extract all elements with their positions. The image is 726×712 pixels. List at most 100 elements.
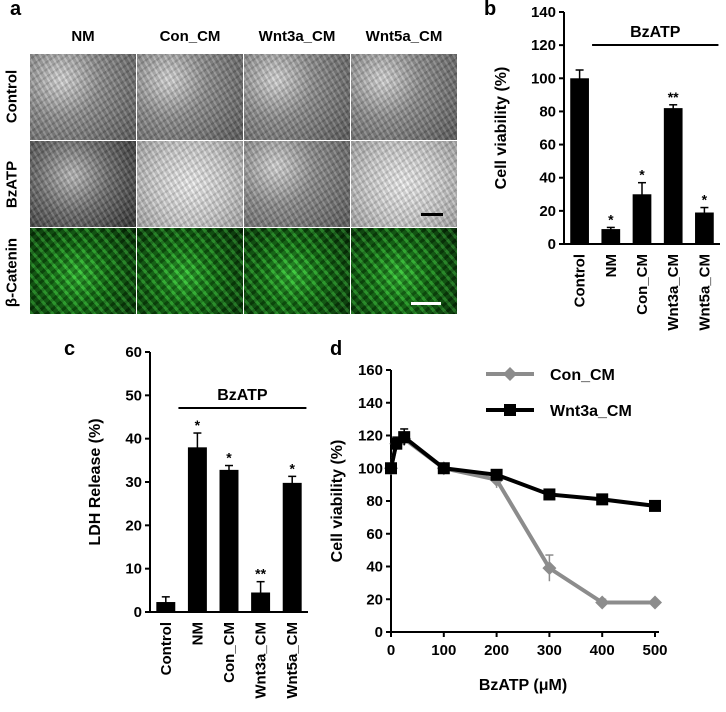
- b-bar: [695, 212, 714, 244]
- d-y-tick-label: 120: [358, 428, 383, 445]
- d-series-wnt3a-cm-line: [389, 434, 656, 508]
- d-series-wnt3a-cm-point: [385, 462, 397, 475]
- d-x-tick-label: 200: [484, 642, 509, 659]
- b-y-tick-label: 20: [539, 203, 556, 220]
- c-bar: [219, 469, 239, 612]
- b-significance-label: *: [702, 192, 708, 208]
- b-significance-label: *: [639, 167, 645, 183]
- micrograph-control-wnt5a-cm: [351, 54, 457, 140]
- b-y-tick-label: 120: [531, 37, 556, 54]
- c-category-label: NM: [189, 622, 206, 645]
- c-category-label: Wnt5a_CM: [284, 622, 301, 699]
- d-series-con-cm-point: [542, 561, 557, 576]
- b-category-label: Con_CM: [634, 254, 651, 315]
- b-y-label: Cell viability (%): [493, 67, 510, 190]
- c-category-label: Control: [158, 622, 175, 675]
- b-y-tick-label: 40: [539, 170, 556, 187]
- b-significance-label: *: [608, 211, 614, 227]
- scale-bar-fluorescence: [411, 302, 441, 305]
- b-y-tick-label: 100: [531, 70, 556, 87]
- micrograph-control-wnt3a-cm: [244, 54, 350, 140]
- b-y-tick-label: 0: [548, 236, 556, 253]
- d-legend-wnt3a-cm-marker: [504, 404, 516, 416]
- d-series-con-cm-line: [389, 436, 655, 605]
- d-y-tick-label: 0: [375, 624, 383, 641]
- c-y-tick-label: 60: [125, 344, 142, 361]
- b-category-label: NM: [603, 254, 620, 277]
- d-x-tick-label: 100: [431, 642, 456, 659]
- scale-bar-phase: [421, 213, 443, 216]
- d-x-label: BzATP (μM): [479, 677, 567, 694]
- d-y-tick-label: 80: [366, 493, 383, 510]
- d-x-tick-label: 400: [590, 642, 615, 659]
- c-bar: [187, 447, 207, 612]
- panel-b-letter: b: [484, 0, 497, 20]
- d-series-con-cm-point: [595, 595, 610, 610]
- micrograph-catenin-wnt3a-cm: [244, 228, 350, 314]
- d-series-wnt3a-cm-point: [596, 493, 609, 506]
- b-significance-label: **: [668, 89, 679, 105]
- d-y-tick-label: 140: [358, 395, 383, 412]
- col-label-con-cm: Con_CM: [159, 28, 221, 45]
- micrograph-control-con-cm: [137, 54, 243, 140]
- b-y-tick-label: 140: [531, 4, 556, 21]
- d-y-tick-label: 100: [358, 460, 383, 477]
- d-legend-con-cm-marker: [503, 367, 517, 381]
- b-category-label: Wnt5a_CM: [696, 254, 713, 331]
- b-category-label: Control: [572, 254, 589, 307]
- d-series-wnt3a-cm-point: [649, 499, 661, 512]
- b-y-tick-label: 80: [539, 103, 556, 120]
- c-group-label: BzATP: [217, 387, 268, 404]
- b-y-tick-label: 60: [539, 137, 556, 154]
- d-x-tick-label: 300: [537, 642, 562, 659]
- panel-a-letter: a: [10, 0, 22, 20]
- c-y-tick-label: 40: [125, 431, 142, 448]
- b-bar: [632, 194, 652, 244]
- c-y-label: LDH Release (%): [87, 418, 104, 545]
- micrograph-catenin-nm: [30, 228, 136, 314]
- micrograph-bzatp-wnt5a-cm: [351, 141, 457, 227]
- b-group-label: BzATP: [630, 24, 681, 41]
- d-series-wnt3a-cm-point: [490, 468, 503, 481]
- c-y-tick-label: 50: [125, 387, 142, 404]
- micrograph-bzatp-con-cm: [137, 141, 243, 227]
- d-x-tick-label: 500: [642, 642, 667, 659]
- d-y-label: Cell viability (%): [329, 440, 346, 563]
- d-series-wnt3a-cm-point: [543, 488, 556, 501]
- d-y-tick-label: 60: [366, 526, 383, 543]
- b-bar: [570, 78, 589, 245]
- d-y-tick-label: 160: [358, 362, 383, 379]
- micrograph-catenin-wnt5a-cm: [351, 228, 457, 314]
- micrograph-bzatp-wnt3a-cm: [244, 141, 350, 227]
- panel-c-letter: c: [64, 338, 76, 360]
- b-bar: [601, 229, 621, 244]
- c-y-tick-label: 20: [125, 517, 142, 534]
- d-series-wnt3a-cm-point: [398, 431, 411, 444]
- d-x-tick-label: 0: [387, 642, 395, 659]
- d-y-tick-label: 40: [366, 559, 383, 576]
- c-category-label: Wnt3a_CM: [253, 622, 270, 699]
- d-series-wnt3a-cm-point: [437, 462, 450, 475]
- micrograph-bzatp-nm: [30, 141, 136, 227]
- c-category-label: Con_CM: [221, 622, 238, 683]
- micrograph-catenin-con-cm: [137, 228, 243, 314]
- c-significance-label: *: [226, 450, 232, 466]
- panel-d-letter: d: [330, 338, 343, 360]
- d-series-con-cm-point: [648, 595, 662, 610]
- c-significance-label: *: [289, 460, 295, 476]
- d-y-tick-label: 20: [366, 591, 383, 608]
- b-category-label: Wnt3a_CM: [665, 254, 682, 331]
- col-label-wnt3a-cm: Wnt3a_CM: [258, 28, 336, 45]
- col-label-nm: NM: [71, 28, 95, 45]
- c-significance-label: *: [195, 417, 201, 433]
- d-legend-wnt3a-cm-label: Wnt3a_CM: [550, 403, 632, 420]
- c-bar: [282, 482, 302, 612]
- d-legend-con-cm-label: Con_CM: [550, 367, 615, 384]
- c-y-tick-label: 30: [125, 474, 142, 491]
- c-y-tick-label: 0: [134, 604, 142, 621]
- c-significance-label: **: [255, 566, 266, 582]
- col-label-wnt5a-cm: Wnt5a_CM: [365, 28, 443, 45]
- c-y-tick-label: 10: [125, 561, 142, 578]
- b-bar: [663, 108, 683, 244]
